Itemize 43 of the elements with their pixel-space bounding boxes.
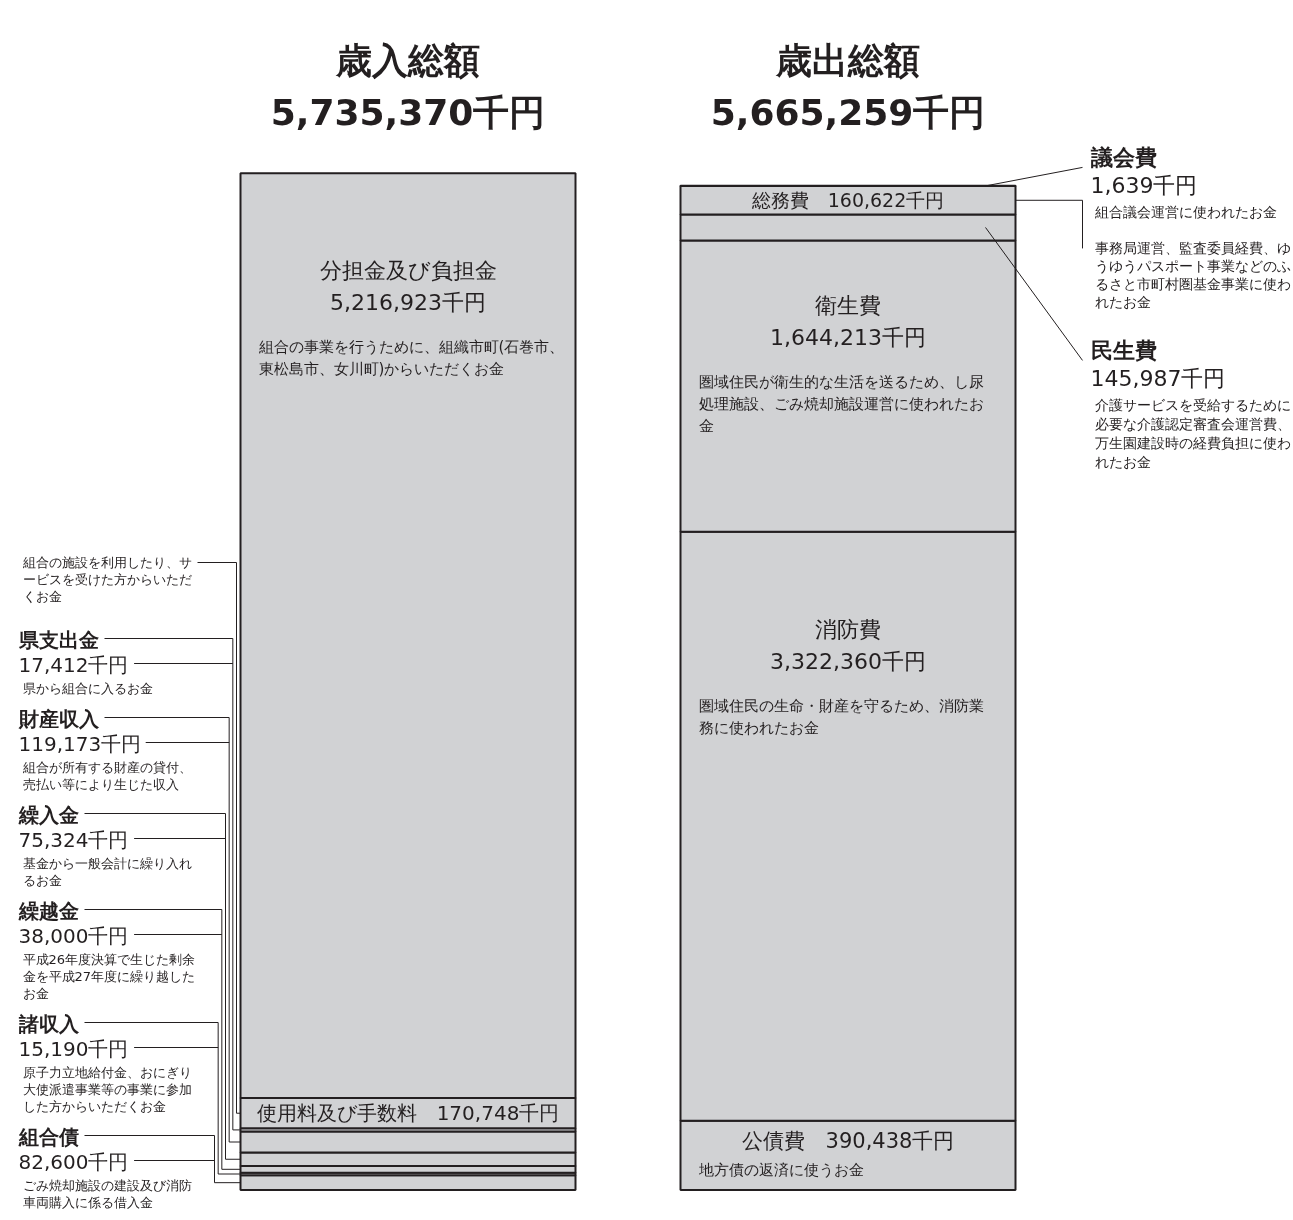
text: 組合議会運営に使われたお金 — [1093, 204, 1277, 221]
text: 議会費 — [1089, 145, 1157, 171]
annotation: 地方債の返済に使うお金 — [697, 1160, 864, 1179]
text: 県から組合に入るお金 — [22, 680, 153, 696]
text: 総務費 160,622千円 — [751, 189, 945, 212]
data-label: 82,600千円 — [18, 1149, 129, 1174]
text: 財産収入 — [17, 706, 100, 731]
x-tick-label: 歳入総額 — [335, 40, 480, 82]
series-label: 消防費 — [815, 616, 881, 642]
text: 諸収入 — [17, 1011, 80, 1036]
data-label: 145,987千円 — [1090, 366, 1226, 392]
x-tick-label: 歳出総額 — [775, 40, 920, 82]
data-label: 17,412千円 — [18, 652, 129, 677]
series-label: 分担金及び負担金 — [319, 258, 497, 284]
annotation: 組合の事業を行うために、組織市町(石巻市、東松島市、女川町)からいただくお金 — [257, 338, 565, 379]
total-label: 5,735,370千円 — [270, 92, 546, 134]
text: 組合債 — [17, 1124, 79, 1149]
annotation: ごみ焼却施設の建設及び消防車両購入に係る借入金 — [22, 1177, 192, 1210]
text: 民生費 — [1090, 338, 1157, 364]
data-label: 1,639千円 — [1090, 173, 1198, 199]
annotation: 原子力立地給付金、おにぎり大使派遣事業等の事業に参加した方からいただくお金 — [22, 1064, 192, 1114]
annotation: 組合が所有する財産の貸付、売払い等により生じた収入 — [21, 759, 192, 792]
text: 繰入金 — [17, 802, 79, 827]
annotation: 圏域住民が衛生的な生活を送るため、し尿処理施設、ごみ焼却施設運営に使われたお金 — [698, 372, 984, 435]
annotation: 圏域住民の生命・財産を守るため、消防業務に使われたお金 — [698, 696, 984, 737]
data-label: 75,324千円 — [18, 827, 129, 852]
data-label: 38,000千円 — [18, 923, 129, 948]
data-label: 3,322,360千円 — [770, 648, 926, 674]
text: 繰越金 — [17, 898, 79, 923]
series-label: 衛生費 — [815, 292, 881, 318]
annotation: 基金から一般会計に繰り入れるお金 — [22, 855, 192, 888]
annotation: 平成26年度決算で生じた剰余金を平成27年度に繰り越したお金 — [22, 951, 196, 1001]
text: 県支出金 — [17, 627, 99, 652]
data-label: 119,173千円 — [18, 731, 142, 756]
annotation: 組合の施設を利用したり、サービスを受けた方からいただくお金 — [21, 554, 192, 604]
text: 公債費 390,438千円 — [741, 1128, 955, 1153]
data-label: 15,190千円 — [18, 1036, 129, 1061]
text: 介護サービスを受給するために必要な介護認定審査会運営費、万生園建設時の経費負担に使われたお金 — [1094, 397, 1291, 471]
data-label: 5,216,923千円 — [330, 290, 486, 316]
text: 使用料及び手数料 170,748千円 — [256, 1101, 560, 1126]
data-label: 1,644,213千円 — [770, 324, 926, 350]
text: 事務局運営、監査委員経費、ゆうゆうパスポート事業などのふるさと市町村圏基金事業に使われたお金 — [1094, 240, 1291, 311]
total-label: 5,665,259千円 — [710, 92, 986, 134]
